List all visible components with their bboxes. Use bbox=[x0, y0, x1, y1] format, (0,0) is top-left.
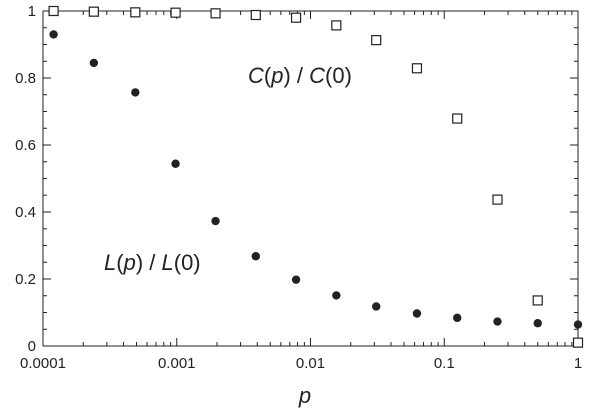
point-C-1 bbox=[88, 6, 99, 17]
tick-labels: 0.0001 0.001 0.01 0.1 1 0 0.2 0.4 0.6 0.8 1 bbox=[15, 3, 582, 372]
point-L-0 bbox=[49, 30, 58, 39]
point-C-10 bbox=[452, 113, 463, 124]
y-tick-label: 0.4 bbox=[15, 204, 36, 221]
annotation-l-ratio: L(p) / L(0) bbox=[104, 250, 201, 275]
annotation-c-ratio: C(p) / C(0) bbox=[248, 63, 352, 88]
y-tick-label: 0.8 bbox=[15, 70, 36, 87]
point-C-4 bbox=[210, 8, 221, 19]
annotation-l-part-2: ( bbox=[116, 250, 124, 275]
point-C-12 bbox=[532, 295, 543, 306]
point-L-10 bbox=[453, 313, 462, 323]
point-C-0 bbox=[48, 5, 59, 17]
point-L-2 bbox=[131, 88, 140, 97]
point-L-12 bbox=[533, 319, 542, 328]
x-axis-label: p bbox=[298, 383, 311, 408]
point-L-9 bbox=[412, 309, 422, 318]
data-marks bbox=[48, 5, 584, 348]
point-C-6 bbox=[290, 12, 302, 23]
point-L-1 bbox=[89, 58, 99, 68]
point-L-7 bbox=[332, 291, 341, 300]
point-C-7 bbox=[331, 20, 342, 31]
point-L-6 bbox=[291, 275, 301, 284]
point-L-4 bbox=[211, 216, 220, 226]
annotation-c-part-1: C bbox=[248, 63, 264, 88]
point-C-2 bbox=[130, 7, 141, 18]
x-tick-label: 0.01 bbox=[296, 355, 325, 372]
annotation-c-part-2: ( bbox=[264, 63, 272, 88]
annotation-c-part-5: C bbox=[309, 63, 325, 88]
x-tick-label: 0.0001 bbox=[20, 355, 66, 372]
y-tick-label: 0.2 bbox=[15, 271, 36, 288]
annotation-l-part-4: ) / bbox=[136, 250, 162, 275]
annotation-c-part-4: ) / bbox=[283, 63, 309, 88]
x-tick-label: 0.001 bbox=[158, 355, 196, 372]
point-L-11 bbox=[493, 317, 502, 326]
point-L-3 bbox=[171, 159, 180, 168]
point-C-5 bbox=[250, 9, 261, 21]
annotation-c-part-3: p bbox=[270, 63, 283, 88]
y-tick-label: 0 bbox=[28, 338, 36, 355]
annotation-l-part-5: L bbox=[162, 250, 174, 275]
annotation-l-part-3: p bbox=[123, 250, 136, 275]
y-tick-label: 1 bbox=[28, 3, 36, 20]
point-C-8 bbox=[371, 35, 382, 46]
point-C-11 bbox=[492, 194, 503, 205]
point-L-8 bbox=[372, 302, 381, 311]
point-C-3 bbox=[170, 7, 181, 18]
plot-frame bbox=[42, 10, 579, 347]
x-tick-label: 0.1 bbox=[434, 355, 455, 372]
x-tick-label: 1 bbox=[574, 355, 582, 372]
ticks bbox=[42, 10, 579, 347]
y-tick-label: 0.6 bbox=[15, 137, 36, 154]
annotation-l-part-6: (0) bbox=[174, 250, 201, 275]
annotation-c-part-6: (0) bbox=[325, 63, 352, 88]
point-C-13 bbox=[572, 337, 584, 348]
point-L-13 bbox=[573, 320, 583, 329]
point-C-9 bbox=[411, 63, 423, 74]
point-L-5 bbox=[251, 252, 261, 261]
annotation-l-part-1: L bbox=[104, 250, 116, 275]
